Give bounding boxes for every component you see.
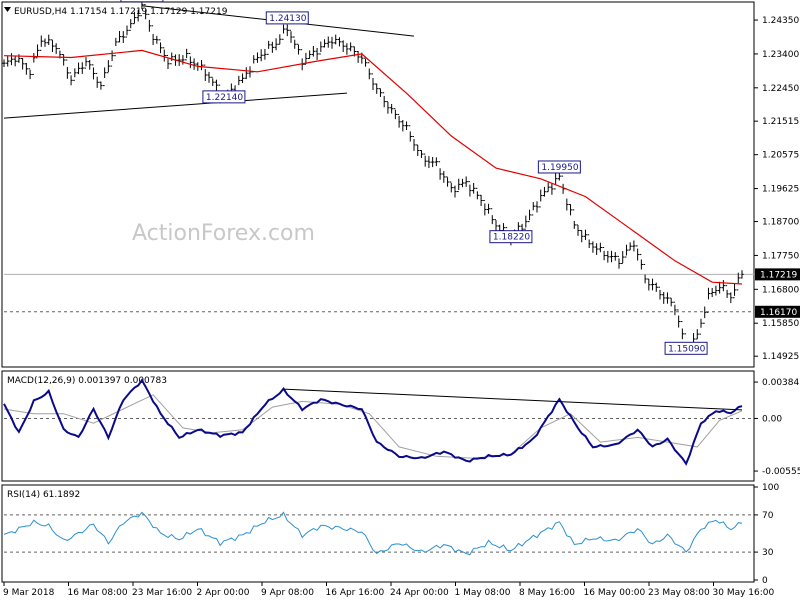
axis-layer: 1.24350 1.23400 1.22450 1.21515 1.20575 1.196… (3, 16, 800, 598)
symbol-header: EURUSD,H4 1.17154 1.17219 1.17129 1.1721… (14, 7, 228, 17)
rsi-y-tick-label: 30 (762, 548, 774, 558)
macd-y-tick-label: 0.003843 (762, 378, 800, 388)
macd-y-tick-label: 0.00 (762, 414, 782, 424)
trend-line-2 (3, 92, 347, 119)
current-price-box (755, 268, 800, 281)
price-annotation-label: 1.18220 (493, 233, 530, 243)
price-annotation-label: 1.22140 (206, 93, 243, 103)
price-y-tick-label: 1.17750 (762, 251, 799, 261)
price-annotation-label: 1.24750 (124, 0, 161, 2)
price-annotation-box (537, 160, 581, 174)
rsi-y-tick-label: 70 (762, 511, 774, 521)
price-annotation-box (265, 11, 309, 25)
price-annotation-box (120, 0, 164, 3)
x-tick-label: 16 May 00:00 (584, 588, 646, 598)
x-tick-label: 16 Mar 08:00 (68, 588, 128, 598)
dropdown-triangle-icon[interactable] (4, 7, 11, 12)
price-y-tick-label: 1.18700 (762, 218, 799, 228)
price-y-tick-label: 1.14925 (762, 352, 799, 362)
macd-signal-line (3, 394, 743, 459)
x-tick-label: 30 May 16:00 (713, 588, 775, 598)
moving-average-line (3, 49, 743, 285)
current-price-label: 1.17219 (760, 270, 797, 280)
rsi-line (3, 511, 743, 556)
macd-layer (3, 378, 754, 466)
price-annotation-box (202, 90, 246, 104)
x-tick-label: 24 Apr 00:00 (390, 588, 449, 598)
x-tick-label: 9 Mar 2018 (3, 588, 55, 598)
price-panel-frame (1, 1, 755, 368)
rsi-y-tick-label: 0 (762, 576, 768, 586)
price-annotation-label: 1.19950 (541, 163, 578, 173)
rsi-y-tick-label: 100 (762, 483, 779, 493)
price-annotation-box (489, 230, 533, 244)
x-tick-label: 2 Apr 00:00 (197, 588, 250, 598)
rsi-label: RSI(14) 61.1892 (7, 490, 80, 500)
price-y-tick-label: 1.22450 (762, 84, 799, 94)
support-price-label: 1.16170 (760, 308, 797, 318)
price-annotation-label: 1.24130 (269, 14, 306, 24)
x-tick-label: 1 May 08:00 (455, 588, 511, 598)
x-tick-label: 23 May 08:00 (648, 588, 710, 598)
x-tick-label: 8 May 16:00 (519, 588, 575, 598)
price-y-tick-label: 1.20575 (762, 151, 799, 161)
x-tick-label: 9 Apr 08:00 (261, 588, 314, 598)
price-y-tick-label: 1.15850 (762, 319, 799, 329)
x-tick-label: 23 Mar 16:00 (132, 588, 192, 598)
macd-line (3, 378, 743, 466)
x-tick-label: 16 Apr 16:00 (326, 588, 385, 598)
price-y-tick-label: 1.23400 (762, 50, 799, 60)
macd-panel-frame (1, 370, 755, 482)
macd-y-tick-label: -0.005556 (762, 467, 800, 477)
price-y-tick-label: 1.21515 (762, 117, 799, 127)
support-price-box (755, 305, 800, 318)
price-annotation-label: 1.15090 (668, 344, 705, 354)
price-y-tick-label: 1.24350 (762, 16, 799, 26)
price-y-tick-label: 1.19625 (762, 185, 799, 195)
rsi-panel-frame (1, 484, 755, 583)
macd-label: MACD(12,26,9) 0.001397 0.000783 (7, 376, 167, 386)
price-layer: 1.24750 1.24130 1.22140 1.19950 1.18220 1.150… (2, 0, 754, 355)
price-y-tick-label: 1.16800 (762, 285, 799, 295)
rsi-layer (3, 511, 754, 556)
macd-trend-line (283, 388, 743, 411)
price-annotation-box (664, 341, 708, 355)
watermark-text: ActionForex.com (132, 221, 315, 246)
